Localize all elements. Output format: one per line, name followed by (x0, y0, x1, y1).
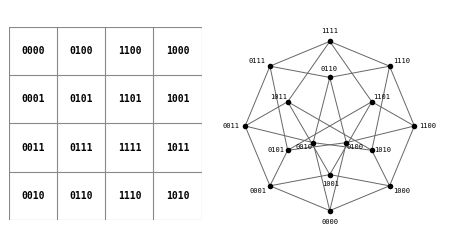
Text: 1011: 1011 (270, 94, 287, 100)
Text: 0010: 0010 (296, 144, 313, 150)
Text: 1101: 1101 (118, 94, 141, 104)
Text: 1000: 1000 (393, 188, 410, 195)
Text: 0011: 0011 (223, 123, 240, 129)
Text: 1001: 1001 (166, 94, 189, 104)
Text: 0110: 0110 (70, 191, 93, 201)
Text: 1111: 1111 (321, 28, 338, 34)
Text: 1011: 1011 (166, 143, 189, 152)
Text: 0001: 0001 (22, 94, 45, 104)
Text: 0111: 0111 (70, 143, 93, 152)
Text: 0101: 0101 (70, 94, 93, 104)
Text: 1101: 1101 (373, 94, 390, 100)
Text: 0010: 0010 (22, 191, 45, 201)
Text: 0001: 0001 (250, 188, 267, 195)
Text: 0000: 0000 (321, 218, 338, 225)
Text: 1111: 1111 (118, 143, 141, 152)
Text: 0111: 0111 (249, 57, 266, 64)
Text: 1000: 1000 (166, 46, 189, 56)
Text: 1100: 1100 (118, 46, 141, 56)
Text: 0100: 0100 (70, 46, 93, 56)
Text: 1110: 1110 (393, 57, 410, 64)
Text: 0000: 0000 (22, 46, 45, 56)
Text: 0101: 0101 (268, 147, 285, 153)
Text: 0011: 0011 (22, 143, 45, 152)
Text: 0100: 0100 (347, 144, 364, 150)
Text: 1010: 1010 (375, 147, 392, 153)
Text: 1110: 1110 (118, 191, 141, 201)
Text: 1010: 1010 (166, 191, 189, 201)
Text: 0110: 0110 (320, 66, 337, 72)
Text: 1100: 1100 (419, 123, 436, 129)
Text: 1001: 1001 (322, 181, 339, 187)
